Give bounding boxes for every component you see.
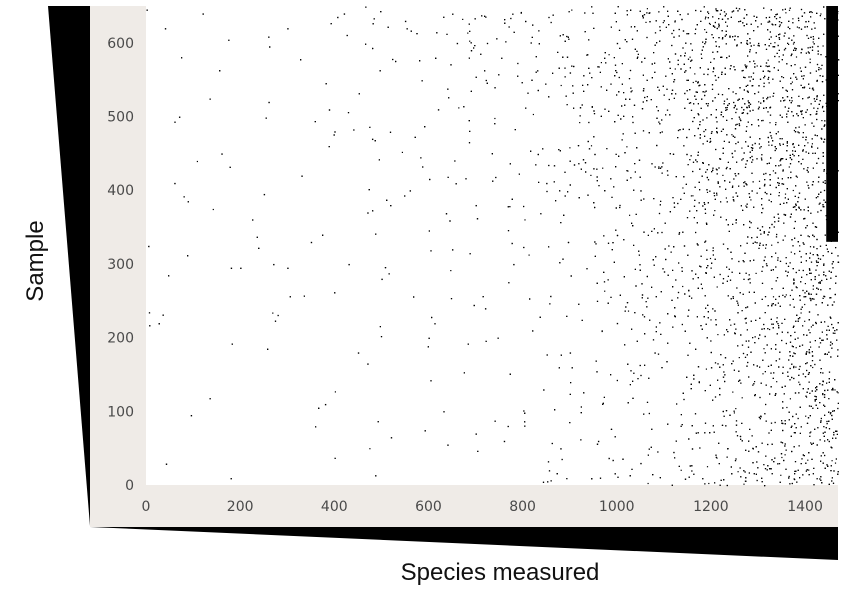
data-point: [428, 337, 430, 340]
data-point: [230, 267, 233, 270]
density-layer: [146, 6, 840, 487]
data-point: [409, 190, 412, 192]
data-point: [367, 212, 369, 214]
data-point: [190, 414, 193, 417]
data-point: [456, 42, 459, 45]
data-point: [616, 42, 619, 45]
data-point: [263, 193, 266, 196]
data-point: [348, 263, 350, 266]
data-point: [616, 322, 619, 325]
data-point: [310, 241, 313, 244]
data-point: [687, 315, 689, 317]
y-tick-label: 200: [107, 331, 134, 347]
dense-band: [826, 6, 838, 242]
data-point: [357, 352, 360, 354]
data-point: [202, 13, 204, 15]
data-point: [451, 249, 454, 251]
data-point: [814, 278, 816, 281]
data-point: [593, 168, 595, 170]
data-point: [381, 278, 383, 281]
y-tick-label: 300: [107, 257, 134, 273]
data-point: [569, 72, 572, 74]
data-point: [823, 396, 826, 398]
data-point: [569, 352, 572, 354]
data-point: [795, 175, 798, 177]
data-point: [833, 204, 835, 207]
x-axis-title: Species measured: [400, 559, 600, 586]
y-tick-labels: 0 100 200 300 400 500 600: [107, 36, 134, 494]
data-point: [301, 175, 303, 177]
data-point: [475, 204, 477, 207]
data-point: [273, 263, 275, 266]
y-axis-title: Sample: [22, 220, 49, 302]
points-layer: [164, 13, 835, 472]
data-point: [546, 182, 548, 185]
data-point: [597, 440, 600, 443]
data-point: [494, 87, 496, 89]
data-point: [513, 263, 515, 266]
data-point: [819, 337, 821, 340]
data-point: [287, 267, 289, 270]
data-point: [334, 131, 336, 133]
data-point: [809, 72, 812, 74]
data-point: [484, 308, 487, 310]
data-point: [437, 109, 440, 111]
data-point: [781, 116, 783, 118]
data-point: [640, 462, 642, 465]
x-tick-label: 200: [227, 499, 254, 515]
data-point: [640, 190, 642, 192]
plot-area: [146, 6, 838, 485]
data-point: [833, 470, 835, 472]
data-point: [673, 451, 675, 454]
data-point: [287, 28, 289, 30]
data-point: [532, 330, 534, 332]
y-tick-label: 400: [107, 183, 134, 199]
data-point: [687, 13, 689, 15]
y-tick-label: 500: [107, 110, 134, 126]
data-point: [268, 101, 270, 104]
data-point: [701, 175, 703, 177]
data-point: [390, 437, 393, 439]
data-point: [404, 20, 407, 23]
data-point: [343, 13, 346, 15]
data-point: [221, 153, 223, 155]
data-point: [654, 352, 656, 354]
x-tick-label: 1400: [787, 499, 823, 515]
data-point: [805, 227, 807, 229]
x-tick-label: 400: [321, 499, 348, 515]
left-skew-band: [48, 6, 90, 526]
data-point: [560, 448, 562, 450]
data-point: [475, 433, 477, 435]
data-point: [757, 42, 760, 45]
x-tick-label: 600: [415, 499, 442, 515]
data-point: [503, 440, 506, 443]
data-point: [828, 440, 830, 443]
data-point: [447, 444, 449, 446]
data-point: [178, 116, 181, 118]
x-tick-label: 0: [142, 499, 151, 515]
x-tick-label: 1000: [599, 499, 635, 515]
data-point: [164, 28, 167, 30]
data-point: [823, 138, 826, 141]
data-point: [324, 403, 327, 406]
data-point: [710, 367, 713, 369]
x-tick-label: 1200: [693, 499, 729, 515]
y-tick-label: 600: [107, 36, 134, 52]
x-tick-labels: 0 200 400 600 800 1000 1200 1400: [142, 499, 823, 515]
data-point: [174, 182, 176, 185]
data-point: [371, 138, 374, 141]
data-point: [532, 24, 534, 26]
data-point: [240, 267, 242, 270]
data-point: [734, 35, 736, 37]
data-point: [367, 363, 369, 365]
y-tick-label: 0: [125, 478, 134, 494]
data-point: [663, 271, 666, 273]
y-tick-label: 100: [107, 404, 134, 420]
x-tick-label: 800: [509, 499, 536, 515]
bottom-skew-band: [90, 527, 838, 560]
